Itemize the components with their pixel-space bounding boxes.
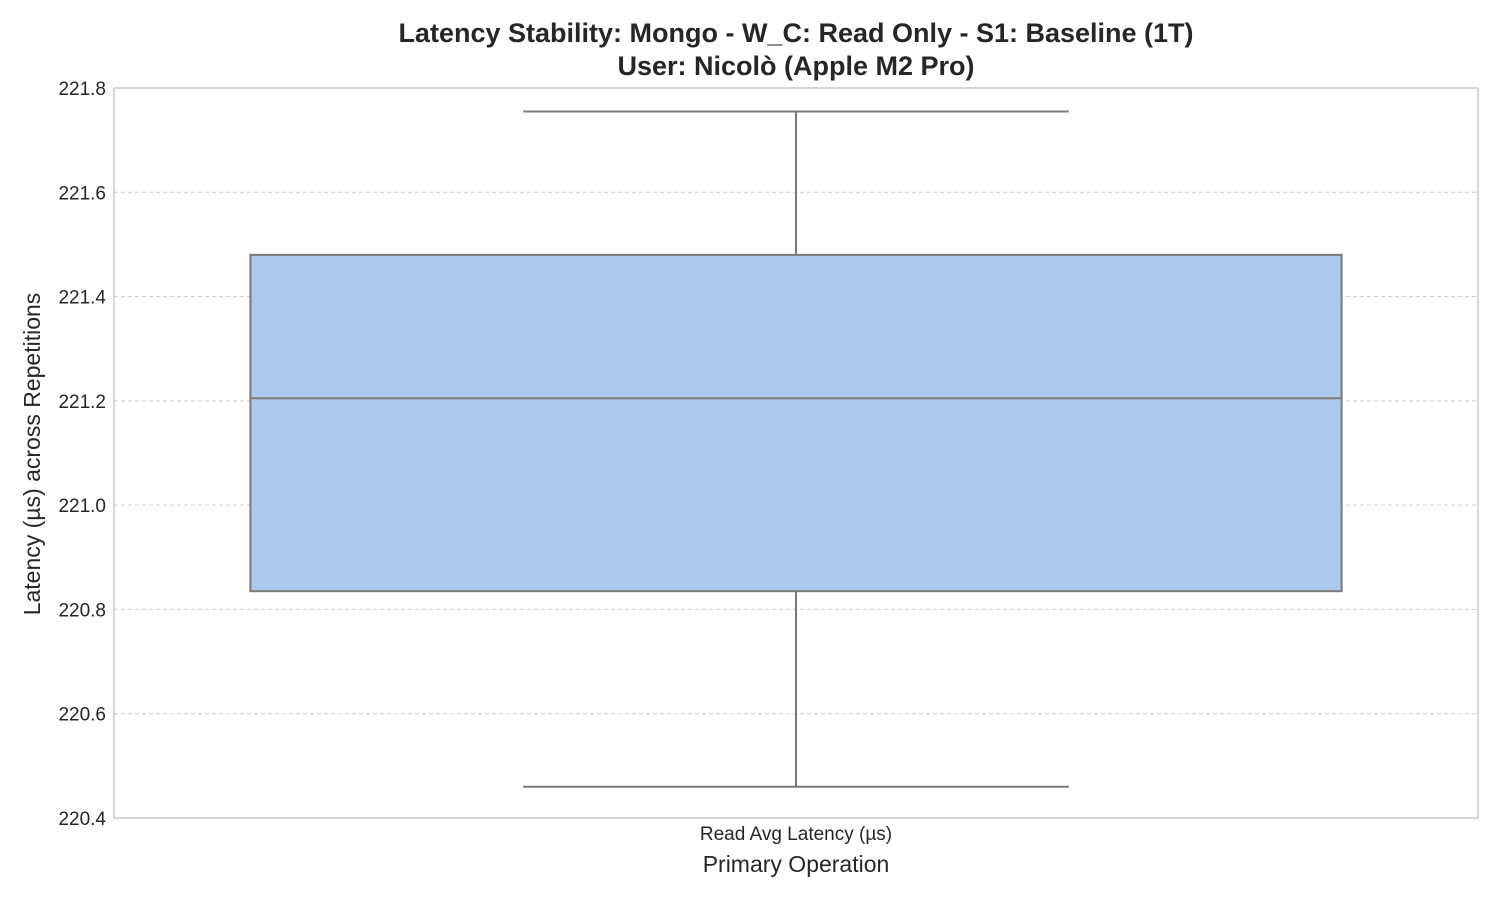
box-elements — [249, 110, 1343, 788]
y-axis-label: Latency (µs) across Repetitions — [19, 293, 45, 616]
x-axis-label: Primary Operation — [703, 851, 890, 877]
chart-subtitle: User: Nicolò (Apple M2 Pro) — [617, 51, 974, 81]
chart-title: Latency Stability: Mongo - W_C: Read Onl… — [398, 18, 1193, 48]
iqr-box — [249, 253, 1343, 593]
y-tick-label: 220.4 — [58, 809, 106, 830]
y-tick-label: 221.0 — [58, 496, 106, 517]
y-tick-label: 221.2 — [58, 392, 106, 413]
y-tick-labels: 220.4 220.6 220.8 221.0 221.2 221.4 221.6 221.8 — [58, 79, 106, 830]
y-tick-label: 221.6 — [58, 183, 106, 204]
y-tick-label: 221.4 — [58, 288, 106, 309]
x-tick-labels: Read Avg Latency (µs) — [700, 824, 892, 845]
y-tick-label: 221.8 — [58, 79, 106, 100]
x-tick-label: Read Avg Latency (µs) — [700, 824, 892, 845]
plot-area-frame — [113, 87, 1479, 819]
y-tick-label: 220.8 — [58, 600, 106, 621]
y-tick-label: 220.6 — [58, 705, 106, 726]
